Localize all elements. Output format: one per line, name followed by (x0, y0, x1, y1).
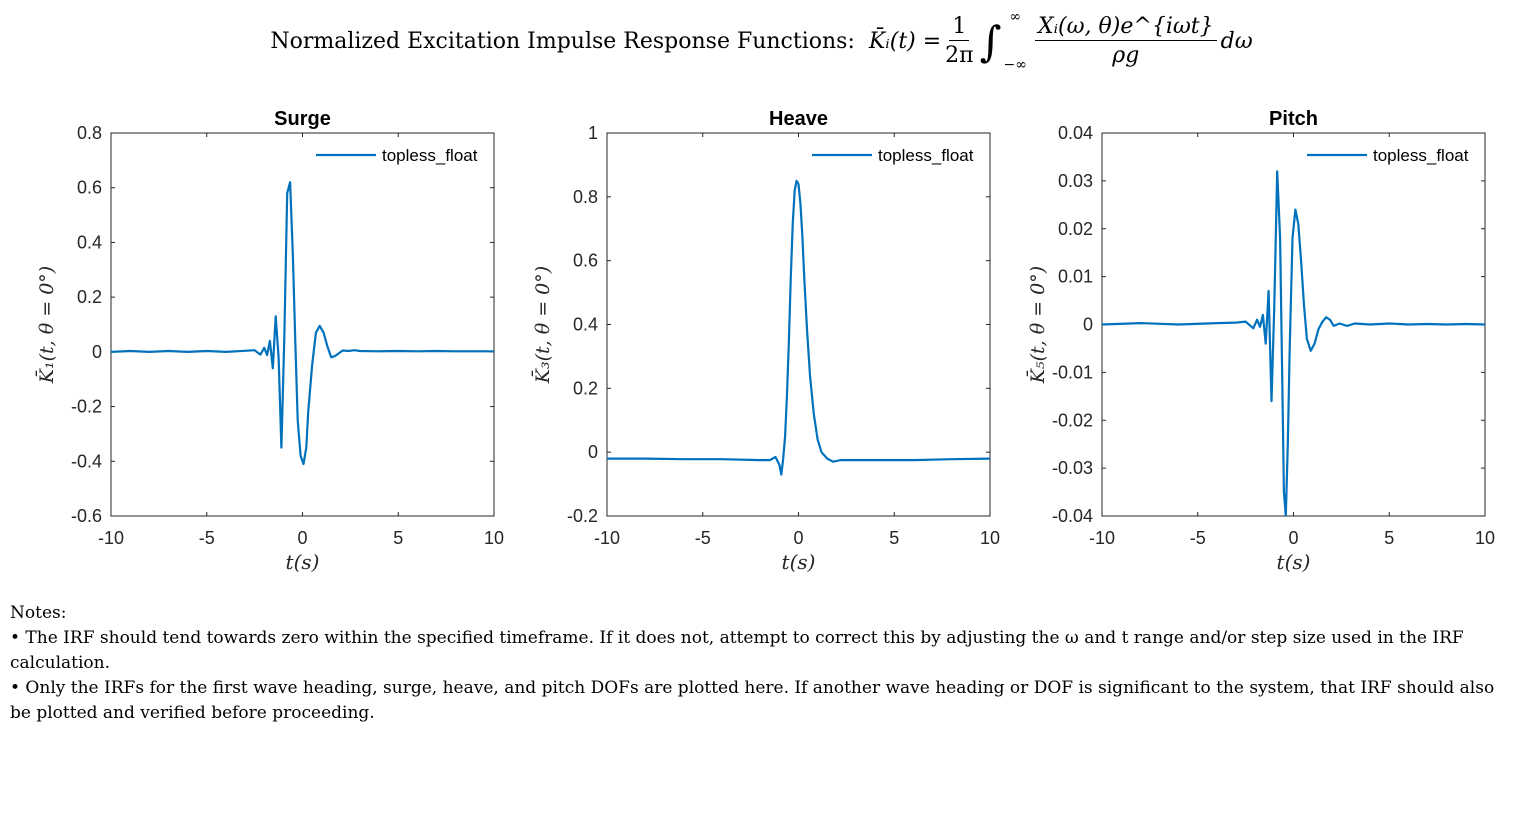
integral-upper-limit: ∞ (1009, 9, 1022, 25)
x-tick-label: -5 (695, 528, 711, 548)
y-tick-label: -0.2 (71, 397, 102, 417)
x-tick-label: -10 (594, 528, 620, 548)
y-tick-label: -0.6 (71, 506, 102, 526)
series-line-topless_float (1102, 170, 1485, 516)
y-tick-label: 0.2 (77, 287, 102, 307)
notes-heading: Notes: (10, 603, 67, 623)
title-formula: K̄ᵢ(t) = 1 2π ∫ ∞ −∞ Xᵢ(ω, θ)e^{iωt} ρg … (863, 9, 1253, 73)
x-axis-label: t(s) (782, 550, 816, 574)
x-tick-label: 0 (1288, 528, 1298, 548)
formula-lhs: K̄ᵢ(t) = (868, 28, 942, 54)
notes-item-1: • The IRF should tend towards zero withi… (10, 628, 1464, 673)
formula-frac1-num: 1 (949, 14, 970, 41)
title-text: Normalized Excitation Impulse Response F… (270, 28, 855, 54)
integral-lower-limit: −∞ (1003, 57, 1027, 73)
chart-pitch: -10 -5 0 5 10 -0.04 -0.03 -0.02 -0.01 0 0.01 0.02 0.… (1026, 108, 1495, 574)
x-tick-label: 5 (393, 528, 403, 548)
y-tick-label: 0.02 (1058, 219, 1093, 239)
x-tick-label: 10 (980, 528, 1000, 548)
notes-item-2: • Only the IRFs for the first wave headi… (10, 678, 1495, 723)
series-line-topless_float (607, 179, 990, 476)
formula-frac1-den: 2π (945, 43, 974, 68)
y-tick-label: 0.04 (1058, 123, 1093, 143)
y-tick-label: -0.04 (1052, 506, 1093, 526)
chart-title: Heave (769, 108, 828, 130)
x-tick-label: 10 (1475, 528, 1495, 548)
notes-section: Notes: • The IRF should tend towards zer… (10, 601, 1500, 726)
legend-entry: topless_float (382, 146, 478, 165)
y-tick-label: 0 (92, 342, 102, 362)
y-tick-label: 0.8 (573, 187, 598, 207)
integral-sign-icon: ∫ (979, 16, 1002, 66)
y-tick-label: -0.4 (71, 451, 102, 471)
y-tick-label: 0.6 (573, 251, 598, 271)
y-tick-label: 0 (1083, 315, 1093, 335)
y-tick-label: 0.6 (77, 178, 102, 198)
formula-fraction-1: 1 2π (945, 14, 973, 68)
y-tick-label: -0.02 (1052, 410, 1093, 430)
x-tick-label: -10 (98, 528, 124, 548)
x-tick-label: 5 (1384, 528, 1394, 548)
legend-entry: topless_float (878, 146, 974, 165)
x-tick-label: -5 (1190, 528, 1206, 548)
y-tick-label: 0.8 (77, 123, 102, 143)
y-axis-label: K̄₃(t, θ = 0°) (531, 266, 554, 384)
formula-fraction-2: Xᵢ(ω, θ)e^{iωt} ρg (1034, 14, 1217, 68)
y-tick-label: 0.4 (573, 315, 598, 335)
x-tick-label: 0 (793, 528, 803, 548)
page-title: Normalized Excitation Impulse Response F… (0, 8, 1523, 74)
chart-title: Pitch (1269, 108, 1318, 130)
legend-entry: topless_float (1373, 146, 1469, 165)
integral-limits: ∞ −∞ (1004, 9, 1027, 73)
x-tick-label: -10 (1089, 528, 1115, 548)
chart-heave: -10 -5 0 5 10 -0.2 0 0.2 0.4 0.6 0.8 1 Heave t(s) K̄₃(… (531, 108, 1000, 574)
y-tick-label: 0 (588, 442, 598, 462)
y-axis-label: K̄₁(t, θ = 0°) (35, 266, 58, 384)
y-tick-label: 0.2 (573, 378, 598, 398)
y-tick-label: -0.03 (1052, 458, 1093, 478)
plots-canvas: -10 -5 0 5 10-0.6-0.4-0.200.20.40.60.8Surget… (35, 108, 1495, 574)
formula-frac2-num: Xᵢ(ω, θ)e^{iωt} (1034, 14, 1217, 41)
series-line-topless_float (111, 181, 494, 466)
y-axis-label: K̄₅(t, θ = 0°) (1026, 266, 1049, 384)
chart-surge: -10 -5 0 5 10 -0.6 -0.4 -0.2 0 0.2 0.4 0.6 0.8 Surge t… (35, 108, 504, 574)
x-tick-label: -5 (199, 528, 215, 548)
y-tick-label: -0.2 (567, 506, 598, 526)
y-tick-label: 0.4 (77, 232, 102, 252)
y-tick-label: 0.03 (1058, 171, 1093, 191)
x-axis-label: t(s) (1277, 550, 1311, 574)
y-tick-label: 1 (588, 123, 598, 143)
x-tick-label: 0 (297, 528, 307, 548)
y-tick-label: -0.01 (1052, 362, 1093, 382)
plot-area-frame (110, 132, 495, 517)
x-axis-label: t(s) (286, 550, 320, 574)
x-tick-label: 10 (484, 528, 504, 548)
formula-frac2-den: ρg (1112, 43, 1140, 68)
x-tick-label: 5 (889, 528, 899, 548)
chart-title: Surge (274, 108, 331, 130)
formula-tail: dω (1220, 28, 1253, 54)
y-tick-label: 0.01 (1058, 267, 1093, 287)
